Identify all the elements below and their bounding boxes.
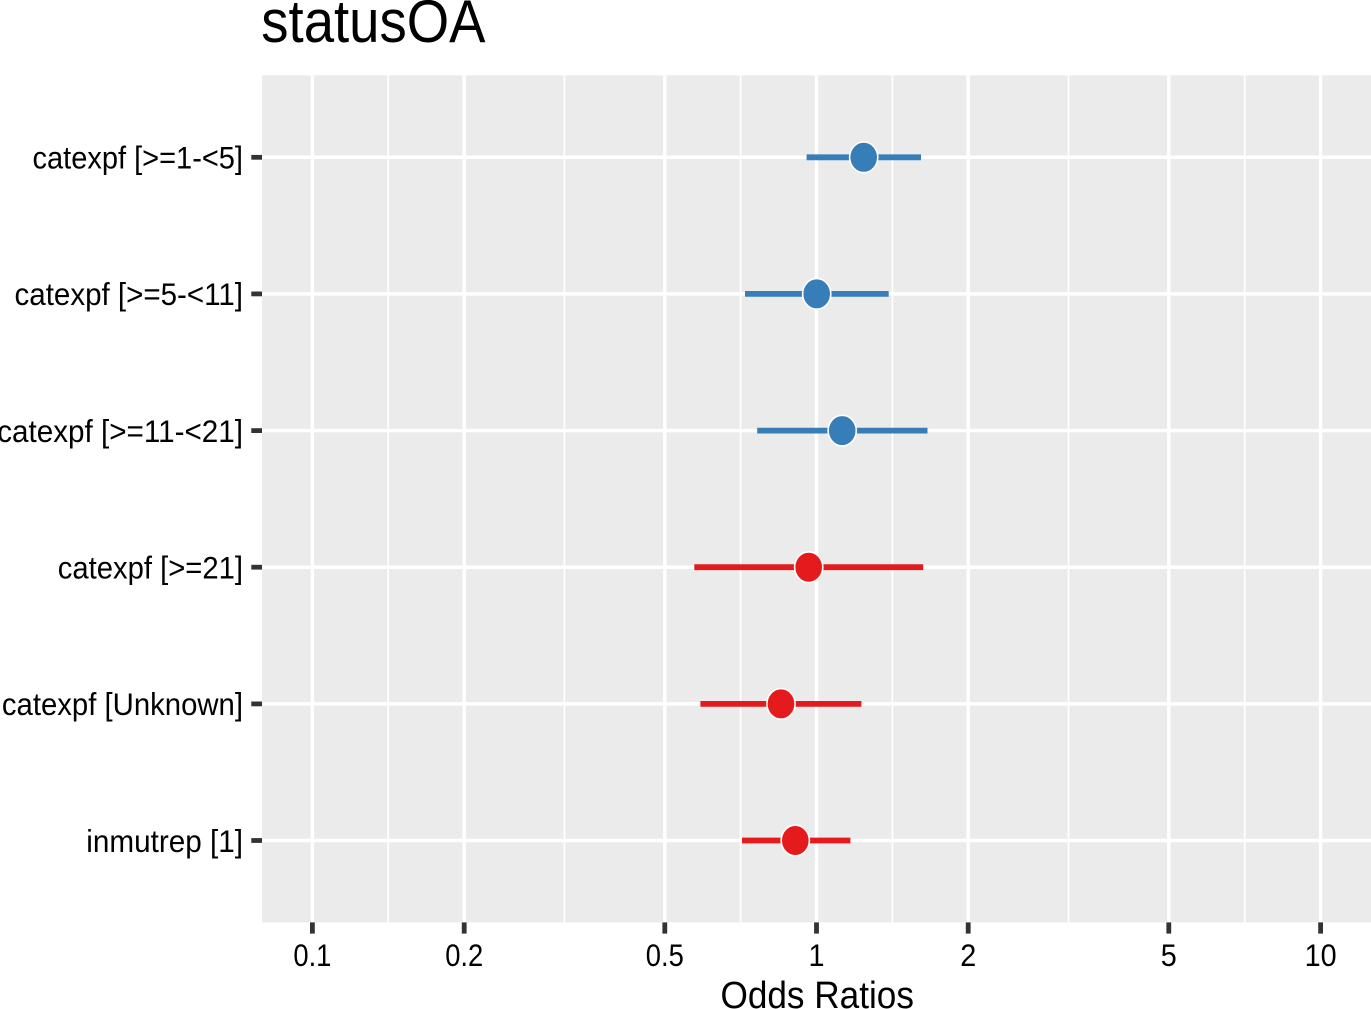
svg-text:10: 10: [1305, 938, 1337, 973]
svg-text:catexpf [>=21]: catexpf [>=21]: [58, 551, 243, 586]
svg-text:catexpf [>=5-<11]: catexpf [>=5-<11]: [15, 277, 244, 312]
svg-text:catexpf [>=11-<21]: catexpf [>=11-<21]: [0, 414, 243, 449]
svg-text:catexpf [>=1-<5]: catexpf [>=1-<5]: [33, 141, 244, 176]
svg-text:0.2: 0.2: [445, 938, 483, 973]
svg-text:catexpf [Unknown]: catexpf [Unknown]: [2, 687, 243, 722]
svg-text:5: 5: [1161, 938, 1177, 973]
svg-text:2: 2: [960, 938, 976, 973]
svg-text:inmutrep [1]: inmutrep [1]: [86, 824, 243, 859]
svg-text:0.1: 0.1: [293, 938, 331, 973]
svg-text:0.5: 0.5: [646, 938, 684, 973]
svg-text:1: 1: [809, 938, 825, 973]
svg-text:statusOA: statusOA: [261, 0, 485, 55]
svg-text:Odds Ratios: Odds Ratios: [721, 974, 914, 1009]
